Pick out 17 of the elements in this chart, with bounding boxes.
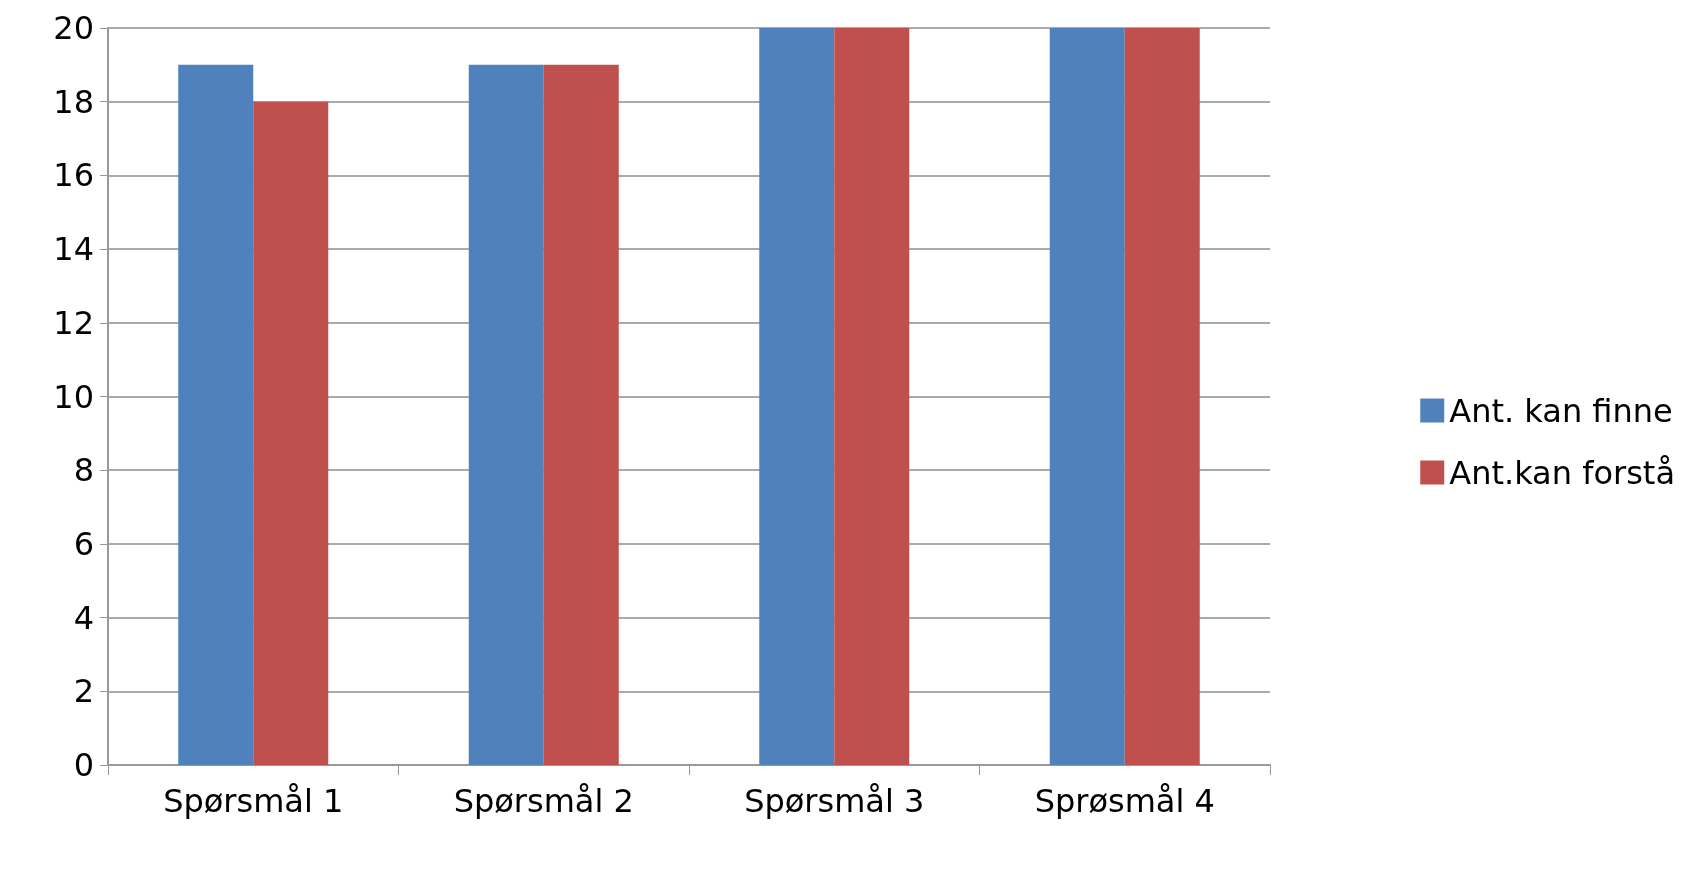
legend-label: Ant.kan forstå [1449, 453, 1675, 492]
y-tick-label: 18 [53, 82, 94, 121]
y-tick-label: 20 [53, 9, 94, 47]
y-tick-label: 12 [53, 303, 94, 342]
legend-label: Ant. kan finne [1449, 391, 1673, 430]
y-tick-label: 14 [53, 230, 94, 269]
x-tick-label: Sprøsmål 4 [1034, 782, 1215, 820]
y-tick-label: 6 [73, 524, 94, 563]
y-tick-label: 10 [53, 377, 94, 416]
y-tick-label: 0 [73, 746, 94, 784]
y-tick-label: 2 [73, 672, 94, 711]
x-tick-label: Spørsmål 3 [744, 782, 925, 820]
x-tick-label: Spørsmål 1 [163, 782, 344, 820]
x-tick-label: Spørsmål 2 [453, 782, 634, 820]
y-tick-label: 16 [53, 156, 94, 195]
y-tick-label: 8 [73, 451, 94, 490]
y-tick-label: 4 [73, 598, 94, 637]
